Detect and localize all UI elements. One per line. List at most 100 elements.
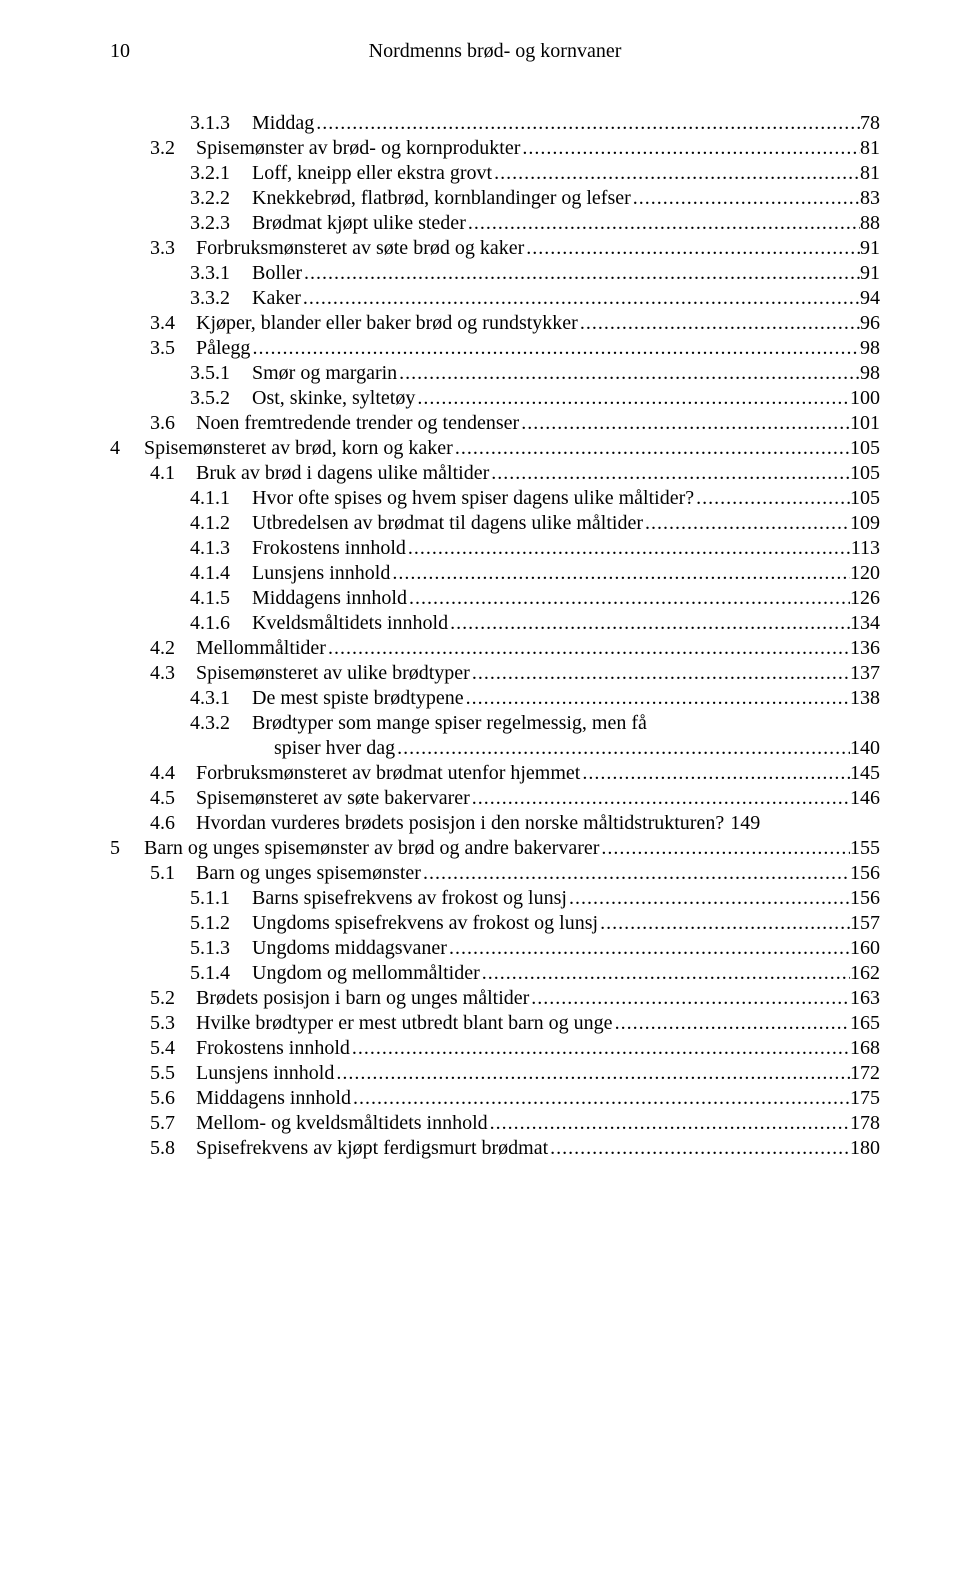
toc-entry: 3.2.1 Loff, kneipp eller ekstra grovt...… — [110, 161, 880, 186]
toc-entry-label: Brødtyper som mange spiser regelmessig, … — [248, 711, 647, 736]
toc-leader-dots: ........................................… — [529, 986, 850, 1011]
toc-entry-page: 109 — [850, 511, 880, 536]
toc-leader-dots: ........................................… — [643, 511, 850, 536]
toc-entry-number: 4.4 — [150, 761, 192, 786]
toc-entry: 4.5 Spisemønsteret av søte bakervarer...… — [110, 786, 880, 811]
toc-entry: 4.6 Hvordan vurderes brødets posisjon i … — [110, 811, 880, 836]
toc-leader-dots: ........................................… — [631, 186, 860, 211]
toc-entry-label: Spisefrekvens av kjøpt ferdigsmurt brødm… — [192, 1136, 548, 1161]
toc-leader-dots: ........................................… — [397, 361, 860, 386]
toc-entry-label: Spisemønster av brød- og kornprodukter — [192, 136, 520, 161]
toc-entry-number: 4.1.4 — [190, 561, 248, 586]
toc-entry-page: 180 — [850, 1136, 880, 1161]
toc-entry-number: 4.3 — [150, 661, 192, 686]
toc-leader-dots: ........................................… — [453, 436, 850, 461]
toc-entry: 5.3 Hvilke brødtyper er mest utbredt bla… — [110, 1011, 880, 1036]
toc-leader-dots: ........................................… — [250, 336, 860, 361]
toc-entry-page: 156 — [850, 886, 880, 911]
toc-entry-page: 105 — [850, 461, 880, 486]
toc-entry: 3.3.1 Boller............................… — [110, 261, 880, 286]
toc-entry-number: 5.6 — [150, 1086, 192, 1111]
toc-leader-dots: ........................................… — [390, 561, 850, 586]
toc-entry-label: Boller — [248, 261, 302, 286]
toc-entry-label: Lunsjens innhold — [192, 1061, 334, 1086]
toc-entry-number: 5.5 — [150, 1061, 192, 1086]
toc-entry-number: 5.1.4 — [190, 961, 248, 986]
document-page: 10 Nordmenns brød- og kornvaner 3.1.3 Mi… — [0, 0, 960, 1221]
toc-entry-label: Ungdoms spisefrekvens av frokost og luns… — [248, 911, 598, 936]
toc-entry-number: 5.2 — [150, 986, 192, 1011]
toc-entry-number: 4.1.2 — [190, 511, 248, 536]
toc-entry: 5.1.2 Ungdoms spisefrekvens av frokost o… — [110, 911, 880, 936]
toc-entry: 3.5.2 Ost, skinke, syltetøy.............… — [110, 386, 880, 411]
toc-entry-number: 3.3.1 — [190, 261, 248, 286]
toc-entry-page: 162 — [850, 961, 880, 986]
page-number: 10 — [110, 40, 130, 63]
toc-entry-label: Pålegg — [192, 336, 250, 361]
toc-leader-dots: ........................................… — [567, 886, 850, 911]
toc-leader-dots: ........................................… — [447, 936, 850, 961]
toc-entry-number: 3.2.3 — [190, 211, 248, 236]
toc-leader-dots: ........................................… — [548, 1136, 850, 1161]
toc-leader-dots: ........................................… — [421, 861, 850, 886]
toc-entry-number: 5.1.3 — [190, 936, 248, 961]
toc-entry-page: 94 — [860, 286, 880, 311]
toc-entry-page: 83 — [860, 186, 880, 211]
toc-entry: 5.8 Spisefrekvens av kjøpt ferdigsmurt b… — [110, 1136, 880, 1161]
toc-entry-page: 96 — [860, 311, 880, 336]
toc-entry-number: 3.1.3 — [190, 111, 248, 136]
toc-entry-number: 4.1.6 — [190, 611, 248, 636]
toc-entry-page: 165 — [850, 1011, 880, 1036]
toc-entry: 5.1 Barn og unges spisemønster..........… — [110, 861, 880, 886]
toc-entry-number: 4.1 — [150, 461, 192, 486]
toc-leader-dots: ........................................… — [492, 161, 860, 186]
toc-entry-page: 120 — [850, 561, 880, 586]
toc-entry-page: 163 — [850, 986, 880, 1011]
toc-entry-label: Hvordan vurderes brødets posisjon i den … — [192, 811, 724, 836]
toc-entry-page: 175 — [850, 1086, 880, 1111]
toc-entry: 5.1.1 Barns spisefrekvens av frokost og … — [110, 886, 880, 911]
toc-leader-dots: ........................................… — [466, 211, 860, 236]
toc-entry-number: 3.3 — [150, 236, 192, 261]
toc-leader-dots: ........................................… — [524, 236, 860, 261]
toc-entry-label: Lunsjens innhold — [248, 561, 390, 586]
toc-leader-dots: ........................................… — [334, 1061, 850, 1086]
toc-entry: 4.1.2 Utbredelsen av brødmat til dagens … — [110, 511, 880, 536]
toc-entry-page: 155 — [850, 836, 880, 861]
toc-entry-label: Kveldsmåltidets innhold — [248, 611, 448, 636]
toc-entry-page: 146 — [850, 786, 880, 811]
toc-leader-dots: ........................................… — [578, 311, 860, 336]
toc-leader-dots: ........................................… — [326, 636, 850, 661]
toc-entry-page: 137 — [850, 661, 880, 686]
toc-entry-page: 105 — [850, 486, 880, 511]
toc-leader-dots: ........................................… — [351, 1086, 850, 1111]
toc-entry: 3.6 Noen fremtredende trender og tendens… — [110, 411, 880, 436]
toc-entry-number: 3.4 — [150, 311, 192, 336]
toc-entry-number: 3.2.2 — [190, 186, 248, 211]
toc-entry-number: 3.5.2 — [190, 386, 248, 411]
toc-entry-number: 5.8 — [150, 1136, 192, 1161]
toc-entry-page: 81 — [860, 136, 880, 161]
toc-entry: 3.2 Spisemønster av brød- og kornprodukt… — [110, 136, 880, 161]
toc-entry-page: 88 — [860, 211, 880, 236]
toc-entry: 4.3.1 De mest spiste brødtypene.........… — [110, 686, 880, 711]
toc-entry-label: Spisemønsteret av søte bakervarer — [192, 786, 470, 811]
toc-entry-page: 156 — [850, 861, 880, 886]
toc-entry-label: Middagens innhold — [192, 1086, 351, 1111]
toc-entry: 3.3 Forbruksmønsteret av søte brød og ka… — [110, 236, 880, 261]
toc-entry-number: 5.1 — [150, 861, 192, 886]
toc-leader-dots: ........................................… — [694, 486, 850, 511]
toc-entry-label: Forbruksmønsteret av brødmat utenfor hje… — [192, 761, 580, 786]
toc-entry: 3.5.1 Smør og margarin..................… — [110, 361, 880, 386]
toc-leader-dots: ........................................… — [580, 761, 850, 786]
toc-entry-label: Utbredelsen av brødmat til dagens ulike … — [248, 511, 643, 536]
toc-entry: 3.3.2 Kaker.............................… — [110, 286, 880, 311]
toc-entry: 5 Barn og unges spisemønster av brød og … — [110, 836, 880, 861]
toc-entry-page: 113 — [851, 536, 880, 561]
toc-entry-number: 4.2 — [150, 636, 192, 661]
toc-entry: 4.1.1 Hvor ofte spises og hvem spiser da… — [110, 486, 880, 511]
toc-entry: 4.2 Mellommåltider......................… — [110, 636, 880, 661]
running-title: Nordmenns brød- og kornvaner — [130, 40, 880, 63]
toc-leader-dots: ........................................… — [407, 586, 850, 611]
toc-entry-page: 98 — [860, 361, 880, 386]
